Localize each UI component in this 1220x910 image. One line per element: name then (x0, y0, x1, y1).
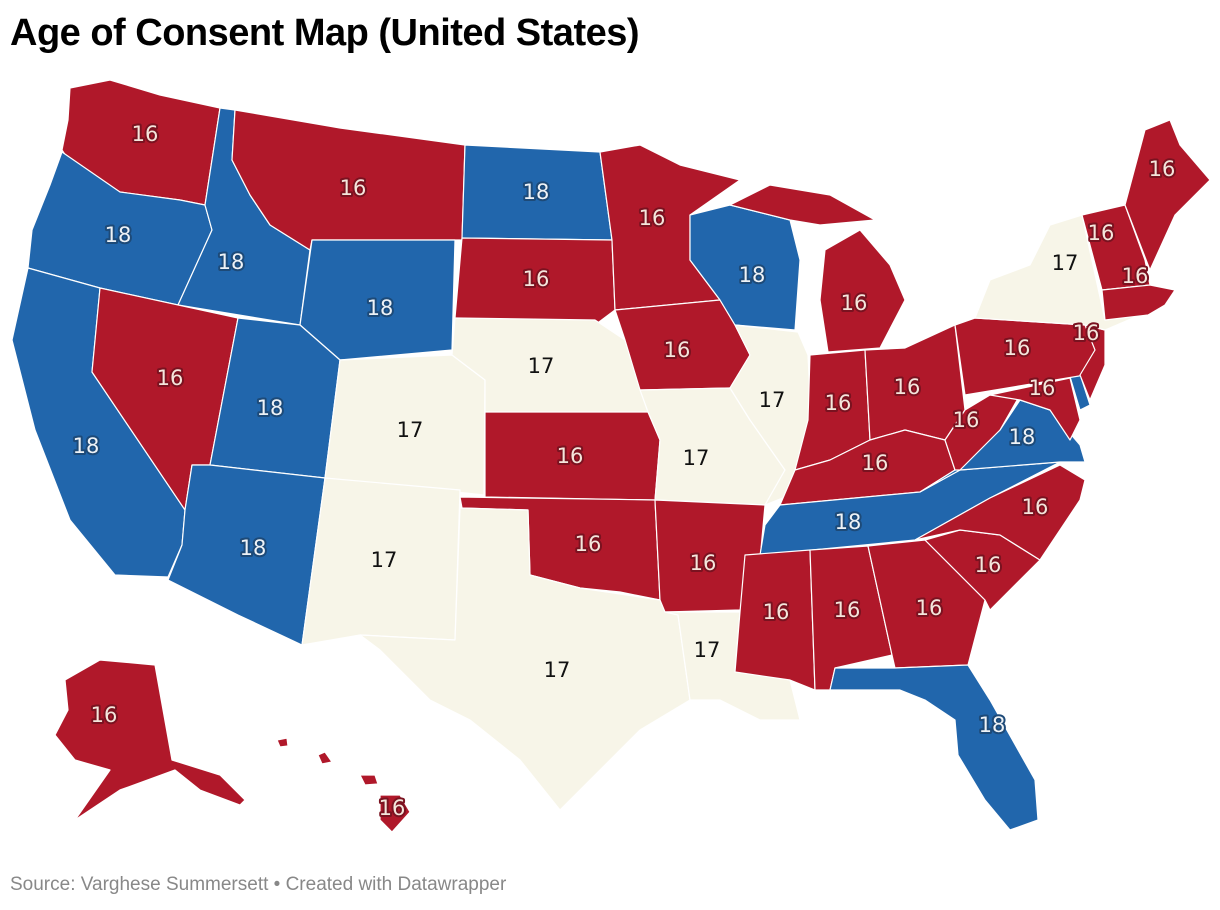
label-ms: 16 (763, 600, 790, 624)
label-sc: 16 (975, 553, 1002, 577)
label-ok: 16 (575, 532, 602, 556)
label-me: 16 (1149, 157, 1176, 181)
state-wv[interactable] (944, 394, 1021, 471)
state-ak[interactable] (54, 659, 246, 821)
label-il: 17 (759, 388, 786, 412)
label-tx: 17 (544, 658, 571, 682)
label-la: 17 (694, 638, 721, 662)
state-ma-ct-ri[interactable] (1101, 284, 1176, 321)
label-wi: 18 (739, 263, 766, 287)
state-mi-up[interactable] (729, 184, 876, 226)
label-wa: 16 (132, 122, 159, 146)
label-nd: 18 (523, 180, 550, 204)
label-az: 18 (240, 536, 267, 560)
label-al: 16 (834, 598, 861, 622)
label-ga: 16 (916, 596, 943, 620)
source-footer: Source: Varghese Summersett • Created wi… (10, 874, 507, 895)
label-pa: 16 (1004, 336, 1031, 360)
label-ak: 16 (91, 703, 118, 727)
label-ks: 16 (557, 444, 584, 468)
label-mo: 17 (683, 446, 710, 470)
state-me[interactable] (1124, 119, 1211, 271)
label-nj: 16 (1073, 321, 1100, 345)
label-fl: 18 (979, 713, 1006, 737)
label-in: 16 (825, 391, 852, 415)
label-mt: 16 (340, 176, 367, 200)
state-sd[interactable] (454, 237, 616, 326)
label-ny: 17 (1052, 251, 1079, 275)
state-hi-kauai[interactable] (276, 737, 289, 748)
label-tn: 18 (835, 510, 862, 534)
label-nv: 16 (157, 366, 184, 390)
label-va: 18 (1009, 425, 1036, 449)
state-hi-maui[interactable] (359, 774, 379, 786)
label-ia: 16 (664, 338, 691, 362)
label-or: 18 (105, 223, 132, 247)
label-vt: 16 (1088, 221, 1115, 245)
label-mi: 16 (841, 291, 868, 315)
state-wy[interactable] (299, 239, 456, 361)
label-nc: 16 (1022, 495, 1049, 519)
state-fl[interactable] (829, 664, 1039, 831)
label-ca: 18 (73, 434, 100, 458)
state-ny[interactable] (974, 214, 1141, 331)
label-ky: 16 (862, 451, 889, 475)
label-co: 17 (397, 418, 424, 442)
state-hi-big[interactable] (379, 794, 411, 833)
state-vt-nh[interactable] (1081, 204, 1151, 291)
label-oh: 16 (894, 375, 921, 399)
state-mi[interactable] (819, 229, 906, 353)
label-md: 16 (1029, 376, 1056, 400)
label-wy: 18 (367, 296, 394, 320)
label-ne: 17 (528, 354, 555, 378)
label-hi: 16 (379, 796, 406, 820)
state-hi-oahu[interactable] (317, 751, 333, 765)
label-wv: 16 (953, 408, 980, 432)
state-nc[interactable] (914, 464, 1086, 561)
label-id: 18 (218, 250, 245, 274)
label-nm: 17 (371, 548, 398, 572)
state-il[interactable] (729, 324, 813, 506)
label-ut: 18 (257, 396, 284, 420)
state-tx[interactable] (359, 507, 691, 811)
label-sd: 16 (523, 267, 550, 291)
map-title: Age of Consent Map (United States) (10, 12, 640, 54)
label-ma: 16 (1122, 264, 1149, 288)
label-ar: 16 (690, 551, 717, 575)
label-mn: 16 (639, 206, 666, 230)
